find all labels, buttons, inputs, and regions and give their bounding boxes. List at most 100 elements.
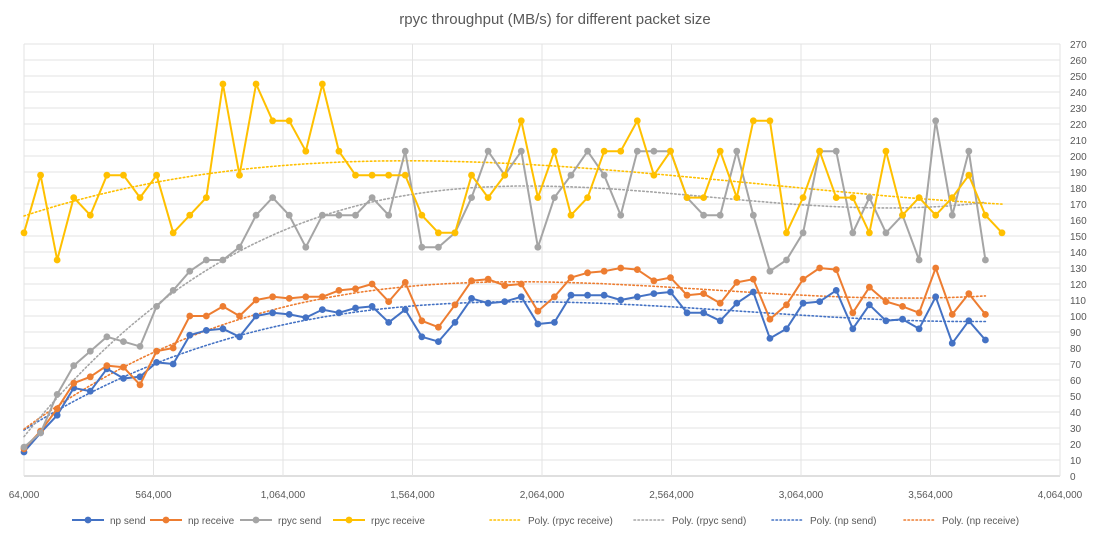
- data-point: [882, 147, 890, 155]
- data-point: [335, 309, 343, 317]
- data-point: [352, 304, 359, 312]
- data-point: [799, 194, 807, 202]
- data-point: [335, 147, 343, 155]
- x-tick-label: 3,564,000: [908, 490, 953, 501]
- data-point: [915, 256, 923, 264]
- data-point: [302, 293, 310, 301]
- data-point: [667, 274, 674, 281]
- series-np-receive: [20, 264, 989, 453]
- data-point: [401, 147, 409, 155]
- legend-label: np receive: [188, 516, 235, 527]
- y-tick-label: 120: [1070, 280, 1087, 291]
- legend-item: Poly. (rpyc receive): [489, 516, 613, 527]
- data-point: [534, 307, 542, 315]
- data-point: [567, 291, 575, 299]
- data-point: [501, 171, 509, 179]
- data-point: [385, 319, 393, 326]
- data-point: [202, 327, 210, 334]
- gridlines: [23, 43, 1061, 477]
- data-point: [650, 277, 658, 285]
- data-point: [285, 295, 293, 302]
- data-point: [517, 147, 525, 155]
- y-tick-label: 140: [1070, 248, 1087, 259]
- y-tick-label: 270: [1070, 40, 1087, 51]
- data-point: [915, 309, 923, 317]
- data-point: [633, 266, 641, 273]
- data-point: [700, 290, 708, 297]
- data-point: [816, 264, 824, 272]
- trendline-rpyc-send: [23, 185, 987, 438]
- data-point: [335, 211, 343, 219]
- data-point: [285, 311, 293, 318]
- data-point: [285, 117, 293, 125]
- data-point: [385, 298, 393, 305]
- data-point: [965, 147, 973, 155]
- data-point: [749, 117, 757, 125]
- data-point: [169, 229, 177, 237]
- data-point: [584, 147, 591, 155]
- data-point: [70, 362, 78, 369]
- data-point: [484, 147, 492, 155]
- x-tick-label: 2,064,000: [520, 490, 565, 501]
- legend-item: Poly. (rpyc send): [633, 516, 746, 527]
- data-point: [899, 315, 906, 323]
- data-point: [103, 171, 111, 179]
- y-tick-label: 80: [1070, 344, 1082, 355]
- data-point: [285, 211, 293, 219]
- data-point: [849, 325, 857, 333]
- data-point: [318, 80, 326, 88]
- data-point: [451, 319, 459, 326]
- data-point: [551, 147, 558, 155]
- data-point: [219, 80, 227, 88]
- data-point: [667, 288, 674, 296]
- data-point: [401, 171, 409, 179]
- data-point: [37, 171, 44, 179]
- legend-marker: [162, 516, 170, 524]
- y-tick-label: 130: [1070, 264, 1087, 275]
- data-point: [700, 211, 708, 219]
- legend-marker: [84, 516, 92, 524]
- data-point: [965, 317, 973, 325]
- data-point: [120, 171, 127, 179]
- data-point: [153, 303, 161, 310]
- data-point: [352, 211, 359, 219]
- data-point: [982, 311, 989, 318]
- data-point: [633, 117, 641, 125]
- data-point: [783, 301, 790, 309]
- y-tick-label: 190: [1070, 168, 1087, 179]
- data-point: [53, 256, 61, 264]
- data-point: [368, 280, 376, 288]
- data-point: [501, 298, 509, 305]
- data-point: [899, 303, 906, 310]
- data-point: [865, 301, 873, 309]
- x-tick-label: 1,564,000: [390, 490, 435, 501]
- data-point: [517, 293, 525, 301]
- data-point: [882, 229, 890, 237]
- data-point: [219, 303, 227, 310]
- data-point: [186, 267, 194, 275]
- data-point: [882, 298, 890, 305]
- data-point: [567, 211, 575, 219]
- data-point: [600, 267, 608, 275]
- y-tick-label: 60: [1070, 376, 1082, 387]
- data-point: [551, 319, 558, 326]
- data-point: [252, 312, 260, 320]
- data-point: [103, 333, 111, 341]
- x-tick-label: 3,064,000: [779, 490, 824, 501]
- data-point: [650, 147, 658, 155]
- data-point: [965, 290, 973, 297]
- data-point: [169, 360, 177, 368]
- data-point: [998, 229, 1006, 237]
- data-point: [269, 194, 277, 202]
- data-point: [252, 211, 260, 219]
- data-point: [86, 387, 94, 395]
- data-point: [766, 335, 774, 342]
- y-tick-label: 220: [1070, 120, 1087, 131]
- y-tick-label: 110: [1070, 296, 1086, 307]
- data-point: [650, 171, 658, 179]
- data-point: [633, 293, 641, 301]
- data-point: [435, 323, 442, 331]
- data-series: [20, 80, 1006, 456]
